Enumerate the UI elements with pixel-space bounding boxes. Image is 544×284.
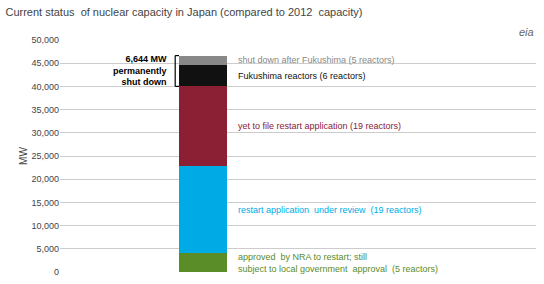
svg-text:restart application under rev: restart application under review (19 rea…: [238, 205, 422, 215]
svg-text:MW: MW: [18, 147, 29, 165]
svg-text:10,000: 10,000: [31, 221, 59, 231]
svg-text:25,000: 25,000: [31, 151, 59, 161]
svg-text:shut down after Fukushima (5 r: shut down after Fukushima (5 reactors): [238, 55, 395, 65]
svg-text:40,000: 40,000: [31, 82, 59, 92]
svg-text:20,000: 20,000: [31, 174, 59, 184]
svg-text:eia: eia: [519, 26, 534, 38]
svg-text:approved by NRA to restart; s: approved by NRA to restart; stillsubject…: [238, 252, 438, 274]
svg-text:15,000: 15,000: [31, 198, 59, 208]
svg-text:yet to file restart applicatio: yet to file restart application (19 reac…: [238, 121, 401, 131]
svg-text:Current status of nuclear cap: Current status of nuclear capacity in Ja…: [5, 6, 362, 18]
svg-text:45,000: 45,000: [31, 58, 59, 68]
svg-text:Fukushima reactors (6 reactors: Fukushima reactors (6 reactors): [238, 71, 366, 81]
svg-text:5,000: 5,000: [36, 244, 59, 254]
svg-text:35,000: 35,000: [31, 105, 59, 115]
svg-text:0: 0: [54, 267, 59, 277]
svg-text:6,644 MWpermanentlyshut down: 6,644 MWpermanentlyshut down: [113, 54, 167, 87]
svg-text:30,000: 30,000: [31, 128, 59, 138]
svg-text:50,000: 50,000: [31, 35, 59, 45]
